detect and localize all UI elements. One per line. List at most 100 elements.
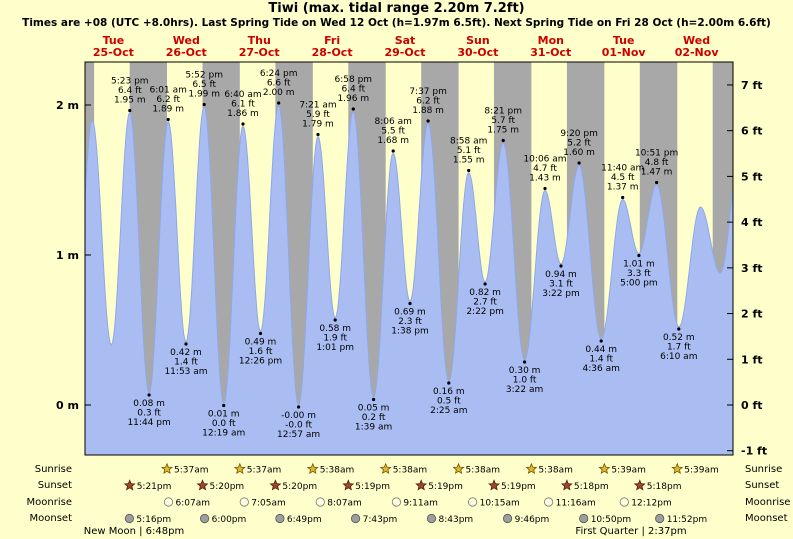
- sunset-time: 5:18pm: [574, 482, 609, 492]
- tide-point-label: 0.42 m: [170, 348, 202, 358]
- moonset-icon: [502, 513, 513, 524]
- moonset-label-left: Moonset: [29, 513, 73, 524]
- tide-point-label: 6:58 pm: [335, 75, 373, 85]
- moonset-label-right: Moonset: [745, 513, 788, 524]
- tide-point-label: 3.3 ft: [627, 269, 651, 279]
- moonrise-time: 9:11am: [403, 499, 438, 509]
- sunrise-label-left: Sunrise: [34, 464, 72, 475]
- tide-point-label: 6:24 pm: [260, 69, 298, 79]
- day-label-date: 31-Oct: [530, 46, 571, 59]
- tide-point: [316, 132, 320, 137]
- moonset-icon: [579, 513, 589, 524]
- tide-point-label: 0.82 m: [469, 288, 501, 298]
- sunset-time: 5:19pm: [428, 482, 463, 492]
- moonrise-time: 8:07am: [327, 499, 362, 509]
- day-label-date: 26-Oct: [166, 46, 207, 59]
- sunset-icon: [123, 479, 136, 491]
- moonrise-icon: [239, 497, 249, 507]
- day-label-dow: Sat: [395, 34, 416, 47]
- day-label-dow: Tue: [103, 34, 125, 47]
- moonset-time: 11:52pm: [667, 515, 707, 525]
- tide-point-label: 1.37 m: [607, 183, 639, 193]
- tide-point: [147, 393, 151, 397]
- tide-point-label: 1.9 ft: [323, 334, 347, 344]
- tide-point: [372, 397, 376, 402]
- tide-point-label: 1.55 m: [453, 156, 485, 166]
- tide-point-label: 4:36 am: [583, 364, 620, 374]
- tide-point-label: 1.68 m: [377, 136, 409, 146]
- sunrise-icon: [306, 462, 319, 475]
- sunrise-time: 5:38am: [393, 466, 428, 476]
- tide-point-label: 12:19 am: [202, 429, 245, 439]
- moonrise-icon: [315, 497, 325, 507]
- moonrise-label-left: Moonrise: [26, 497, 72, 508]
- tide-point: [467, 168, 471, 173]
- tide-point-label: 0.30 m: [509, 366, 541, 376]
- tide-point-label: 5.2 ft: [567, 139, 591, 149]
- tide-point-label: 0.01 m: [208, 410, 240, 420]
- tide-point-label: 1.4 ft: [174, 358, 198, 368]
- tide-point: [447, 381, 451, 385]
- sunrise-label-right: Sunrise: [745, 464, 783, 475]
- sunrise-time: 5:37am: [174, 466, 209, 476]
- tide-point: [677, 327, 681, 331]
- moonset-icon: [124, 513, 134, 524]
- axis-label-m: 2 m: [56, 99, 79, 112]
- sunrise-icon: [598, 462, 611, 475]
- moonset-icon: [200, 513, 210, 524]
- day-label-date: 01-Nov: [602, 46, 647, 59]
- page-subtitle: Times are +08 (UTC +8.0hrs). Last Spring…: [22, 17, 771, 29]
- moonrise-time: 12:12pm: [631, 499, 671, 509]
- tide-point-label: 11:40 am: [601, 164, 644, 174]
- tide-point: [297, 405, 301, 409]
- tide-point: [258, 331, 263, 336]
- tide-point-label: 6.4 ft: [341, 85, 365, 95]
- sunrise-icon: [233, 462, 246, 475]
- tide-point-label: 9:20 pm: [560, 129, 598, 139]
- tide-point: [483, 282, 487, 286]
- tide-point-label: 10:51 pm: [635, 149, 678, 159]
- tide-point: [241, 122, 245, 126]
- sunset-time: 5:19pm: [355, 482, 390, 492]
- tide-point-label: 6:01 am: [150, 86, 187, 96]
- day-label-dow: Mon: [538, 34, 564, 47]
- tide-point-label: 0.44 m: [585, 345, 617, 355]
- moonrise-icon: [619, 497, 629, 507]
- tide-point: [184, 342, 188, 346]
- tide-point-label: -0.00 m: [281, 411, 316, 421]
- axis-label-ft: -1 ft: [741, 445, 767, 458]
- tide-point: [426, 119, 430, 123]
- axis-label-m: 0 m: [56, 399, 79, 412]
- day-label-date: 02-Nov: [675, 46, 720, 59]
- moonset-time: 7:43pm: [363, 515, 398, 525]
- day-label-dow: Tue: [613, 34, 635, 47]
- tide-point-label: 8:21 pm: [484, 107, 522, 117]
- tide-point-label: 4.8 ft: [645, 158, 669, 168]
- sunset-icon: [196, 479, 209, 491]
- tide-point-label: 4.5 ft: [611, 173, 635, 183]
- moonrise-icon: [543, 497, 554, 507]
- day-label-dow: Wed: [683, 34, 710, 47]
- tide-point-label: 3:22 pm: [542, 289, 580, 299]
- moonrise-time: 6:07am: [176, 499, 211, 509]
- tide-point: [637, 253, 641, 258]
- tide-point-label: 11:44 pm: [127, 418, 170, 428]
- tide-point: [222, 403, 226, 408]
- day-label-date: 27-Oct: [239, 46, 280, 59]
- tide-point-label: 1.96 m: [337, 94, 369, 104]
- tide-point-label: 1.7 ft: [667, 343, 691, 353]
- tide-point-label: 0.05 m: [358, 404, 390, 414]
- moonset-icon: [350, 513, 361, 524]
- tide-point-label: 7:37 pm: [409, 87, 447, 97]
- tide-point-label: 6:10 am: [660, 352, 697, 362]
- sunrise-time: 5:39am: [684, 466, 719, 476]
- sunrise-time: 5:39am: [611, 466, 646, 476]
- tide-point-label: 0.69 m: [394, 308, 426, 318]
- tide-point-label: 1.89 m: [152, 105, 184, 115]
- tide-point-label: 1.95 m: [114, 96, 146, 106]
- axis-label-ft: 0 ft: [741, 399, 763, 412]
- tide-point-label: 5.5 ft: [381, 127, 405, 137]
- tide-point-label: 6.5 ft: [192, 80, 216, 90]
- first-quarter-phase: First Quarter | 2:37pm: [575, 526, 687, 537]
